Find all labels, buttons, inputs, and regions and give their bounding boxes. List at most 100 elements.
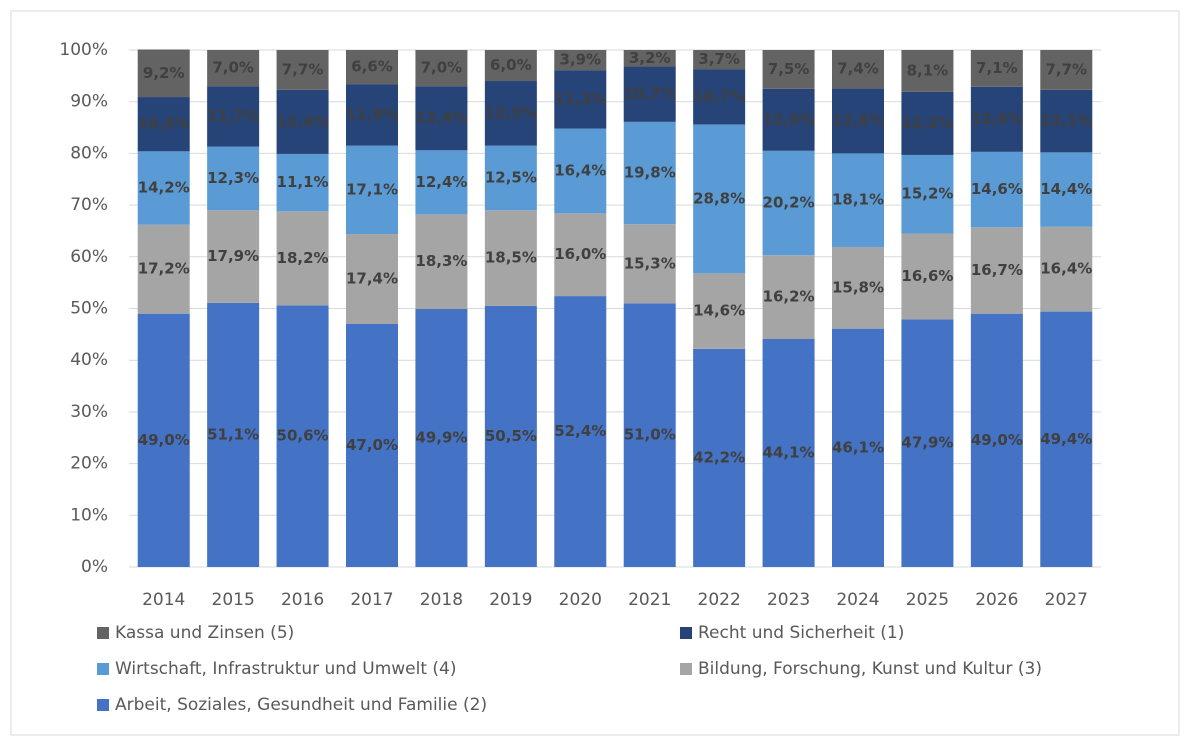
bar-segment [554, 70, 607, 129]
data-label: 14,2% [138, 179, 190, 197]
data-label: 17,1% [346, 180, 398, 198]
data-label: 12,2% [901, 114, 953, 132]
x-tick-label: 2025 [906, 590, 949, 610]
x-tick-label: 2024 [836, 590, 879, 610]
data-label: 12,5% [485, 104, 537, 122]
bar-segment [276, 89, 329, 154]
data-label: 17,2% [138, 260, 190, 278]
data-label: 7,5% [768, 60, 810, 78]
data-label: 10,5% [138, 115, 190, 133]
data-label: 49,9% [415, 429, 467, 447]
bar-segment [1040, 50, 1093, 90]
x-tick-label: 2026 [975, 590, 1018, 610]
bar-segment [623, 66, 676, 122]
bar-segment [901, 154, 954, 234]
bar-segment [484, 210, 537, 306]
data-label: 7,4% [837, 60, 879, 78]
bar-segment [1040, 89, 1093, 153]
data-label: 12,4% [277, 112, 329, 130]
data-label: 16,4% [1040, 260, 1092, 278]
data-label: 11,3% [554, 90, 606, 108]
data-label: 20,2% [763, 194, 815, 212]
data-label: 3,7% [698, 50, 740, 68]
y-tick-label: 30% [70, 402, 108, 422]
bar-segment [1040, 226, 1093, 312]
bar-segment [693, 69, 746, 125]
y-tick-label: 10% [70, 505, 108, 525]
bar-segment [137, 224, 190, 314]
data-label: 50,6% [277, 427, 329, 445]
data-label: 12,4% [415, 173, 467, 191]
bar-segment [554, 296, 607, 567]
bar-segment [346, 234, 398, 325]
data-label: 50,5% [485, 427, 537, 445]
bar-segment [901, 91, 954, 155]
data-label: 52,4% [554, 422, 606, 440]
bar-segment [623, 50, 676, 67]
bar-segment [346, 145, 398, 235]
bar-segment [832, 328, 884, 567]
y-tick-label: 20% [70, 454, 108, 474]
y-tick-label: 40% [70, 350, 108, 370]
x-tick-label: 2020 [559, 590, 602, 610]
y-tick-label: 90% [70, 92, 108, 112]
bar-segment [415, 150, 468, 215]
legend-label: Bildung, Forschung, Kunst und Kultur (3) [698, 659, 1042, 679]
chart-border [10, 10, 1180, 736]
bar-segment [693, 124, 746, 274]
bar-segment [762, 88, 815, 151]
data-label: 11,1% [277, 173, 329, 191]
bar-segment [415, 214, 468, 310]
bar-segment [832, 153, 884, 247]
bar-segment [276, 50, 329, 90]
legend-swatch [97, 627, 109, 639]
x-tick-label: 2016 [281, 590, 324, 610]
bar-segment [484, 305, 537, 567]
bar-segment [276, 211, 329, 306]
data-label: 17,4% [346, 270, 398, 288]
y-tick-label: 80% [70, 143, 108, 163]
data-label: 47,9% [901, 434, 953, 452]
bar-segment [346, 324, 398, 567]
data-label: 11,9% [346, 105, 398, 123]
bar-segment [623, 224, 676, 304]
data-label: 7,0% [421, 59, 463, 77]
bar-segment [832, 246, 884, 329]
bar-segment [137, 313, 190, 567]
y-tick-label: 60% [70, 247, 108, 267]
data-label: 7,1% [976, 59, 1018, 77]
x-tick-label: 2021 [628, 590, 671, 610]
bar-segment [832, 88, 884, 154]
data-label: 12,6% [971, 110, 1023, 128]
data-label: 10,7% [693, 87, 745, 105]
bar-segment [207, 50, 260, 87]
bar-segment [1040, 152, 1093, 227]
bar-segment [970, 151, 1023, 228]
data-label: 7,7% [282, 60, 324, 78]
y-tick-label: 100% [59, 40, 108, 60]
data-label: 16,6% [901, 267, 953, 285]
bar-segment [554, 213, 607, 297]
legend-label: Arbeit, Soziales, Gesundheit und Familie… [115, 695, 487, 715]
data-label: 6,0% [490, 56, 532, 74]
data-label: 9,2% [143, 64, 185, 82]
bar-segment [207, 302, 260, 567]
data-label: 51,0% [624, 426, 676, 444]
legend-swatch [680, 627, 692, 639]
bar-segment [137, 151, 190, 225]
bar-segment [207, 210, 260, 303]
data-label: 49,4% [1040, 430, 1092, 448]
data-label: 16,4% [554, 161, 606, 179]
data-label: 7,7% [1045, 60, 1087, 78]
bar-segment [415, 86, 468, 151]
x-tick-label: 2017 [350, 590, 393, 610]
bar-segment [970, 50, 1023, 87]
y-tick-label: 70% [70, 195, 108, 215]
bar-segment [484, 50, 537, 82]
bar-segment [693, 273, 746, 349]
data-label: 12,0% [763, 110, 815, 128]
bar-segment [1040, 311, 1093, 567]
legend-swatch [680, 663, 692, 675]
data-label: 18,2% [277, 249, 329, 267]
bar-segment [276, 305, 329, 567]
